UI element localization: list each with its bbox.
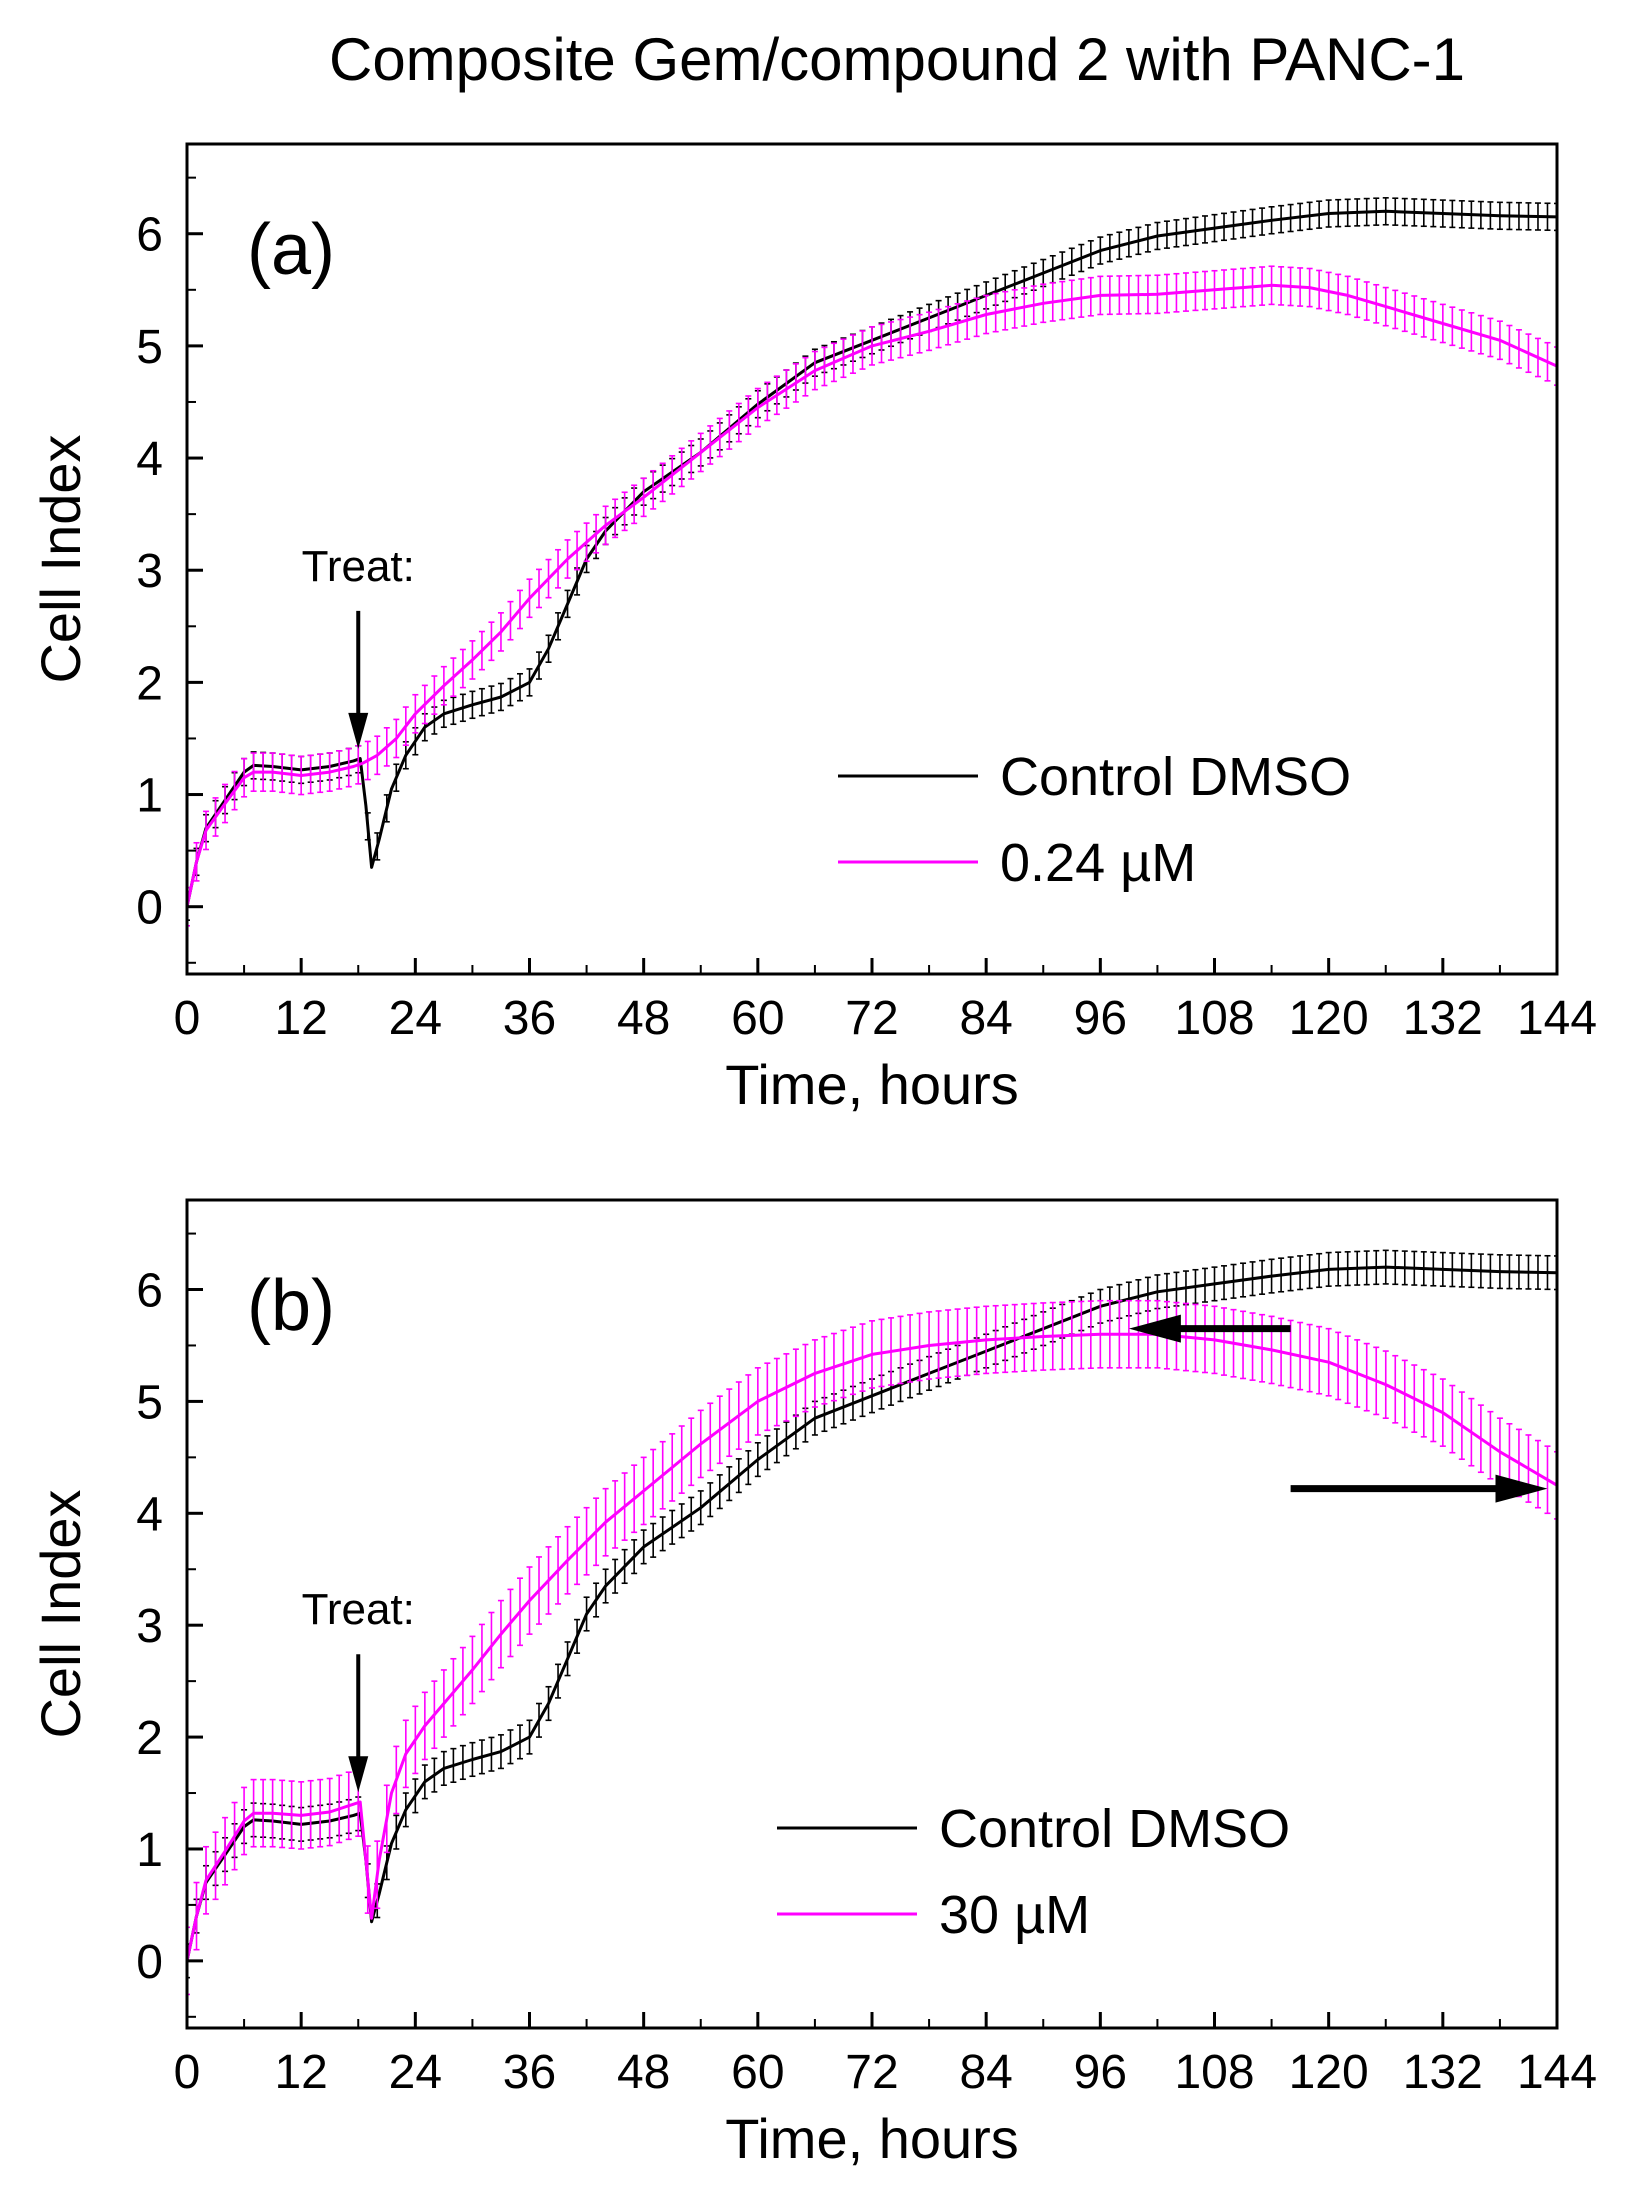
y-tick-label: 0	[136, 1936, 163, 1989]
series-line	[187, 283, 1557, 908]
y-tick-label: 5	[136, 1376, 163, 1429]
series-line	[187, 1265, 1557, 1962]
series-line	[187, 209, 1557, 908]
y-tick-label: 2	[136, 1712, 163, 1765]
x-tick-label: 132	[1403, 2046, 1483, 2099]
x-tick-label: 84	[959, 992, 1012, 1045]
annotation-arrow-head	[1128, 1314, 1181, 1343]
x-tick-label: 120	[1289, 2046, 1369, 2099]
figure-title: Composite Gem/compound 2 with PANC-1	[329, 26, 1465, 93]
treat-arrow-head	[348, 1756, 369, 1793]
x-tick-label: 36	[503, 2046, 556, 2099]
y-tick-label: 0	[136, 882, 163, 935]
x-tick-label: 108	[1174, 2046, 1254, 2099]
x-tick-label: 132	[1403, 992, 1483, 1045]
x-tick-label: 72	[845, 2046, 898, 2099]
x-axis-label: Time, hours	[725, 2107, 1019, 2170]
treat-annotation: Treat:	[302, 1585, 415, 1634]
x-tick-label: 60	[731, 992, 784, 1045]
y-tick-label: 4	[136, 433, 163, 486]
legend-label: Control DMSO	[1000, 747, 1351, 807]
treat-annotation: Treat:	[302, 542, 415, 591]
series-treated	[187, 265, 1557, 927]
y-tick-label: 6	[136, 209, 163, 262]
x-tick-label: 96	[1074, 992, 1127, 1045]
series-line	[187, 1332, 1557, 1962]
panel-label: (a)	[247, 210, 335, 290]
panel-label: (b)	[247, 1266, 335, 1346]
y-tick-label: 1	[136, 770, 163, 823]
x-tick-label: 12	[274, 2046, 327, 2099]
x-tick-label: 36	[503, 992, 556, 1045]
x-tick-label: 72	[845, 992, 898, 1045]
y-tick-label: 2	[136, 657, 163, 710]
x-tick-label: 12	[274, 992, 327, 1045]
series-treated	[187, 1299, 1557, 1996]
y-tick-label: 3	[136, 1600, 163, 1653]
x-tick-label: 24	[389, 992, 442, 1045]
y-tick-label: 4	[136, 1488, 163, 1541]
x-tick-label: 108	[1174, 992, 1254, 1045]
y-axis-label: Cell Index	[29, 1489, 92, 1738]
x-tick-label: 96	[1074, 2046, 1127, 2099]
x-tick-label: 24	[389, 2046, 442, 2099]
panel-b: 0 12 24 36 48 60 72 84 96 108 120 132 1440123456Time…	[29, 1198, 1597, 2170]
legend-label: 0.24 µM	[1000, 833, 1196, 893]
legend-label: Control DMSO	[939, 1799, 1290, 1859]
x-tick-label: 0	[174, 992, 201, 1045]
legend-label: 30 µM	[939, 1885, 1090, 1945]
y-axis-label: Cell Index	[29, 434, 92, 683]
panel-a: 0 12 24 36 48 60 72 84 96 108 120 132 1440123456Time…	[29, 142, 1597, 1116]
y-tick-label: 5	[136, 321, 163, 374]
x-tick-label: 48	[617, 992, 670, 1045]
x-axis-label: Time, hours	[725, 1053, 1019, 1116]
x-tick-label: 84	[959, 2046, 1012, 2099]
y-tick-label: 6	[136, 1265, 163, 1318]
x-tick-label: 0	[174, 2046, 201, 2099]
x-tick-label: 60	[731, 2046, 784, 2099]
treat-arrow-head	[348, 712, 369, 749]
x-tick-label: 120	[1289, 992, 1369, 1045]
x-tick-label: 144	[1517, 992, 1597, 1045]
x-tick-label: 144	[1517, 2046, 1597, 2099]
y-tick-label: 1	[136, 1824, 163, 1877]
annotation-arrow-head	[1495, 1474, 1548, 1503]
y-tick-label: 3	[136, 545, 163, 598]
x-tick-label: 48	[617, 2046, 670, 2099]
